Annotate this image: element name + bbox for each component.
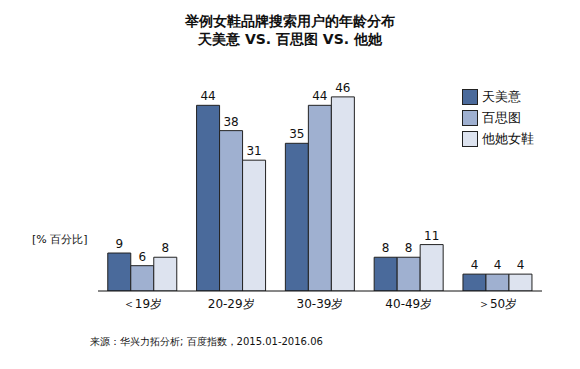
html-text:他她女鞋: 他她女鞋 xyxy=(482,130,534,146)
svg-text:38: 38 xyxy=(223,115,238,129)
html-text:[% 百分比]: [% 百分比] xyxy=(32,233,88,246)
svg-text:8: 8 xyxy=(161,241,169,255)
svg-text:44: 44 xyxy=(312,89,327,103)
svg-text:8: 8 xyxy=(382,241,390,255)
html-text:百思图: 百思图 xyxy=(482,109,521,125)
svg-text:6: 6 xyxy=(138,250,146,264)
html-text:来源：华兴力拓分析; 百度指数，2015.01-2016.0: 来源：华兴力拓分析; 百度指数，2015.01-2016.06 xyxy=(90,336,323,347)
svg-text:9: 9 xyxy=(115,237,123,251)
svg-text:4: 4 xyxy=(471,258,479,272)
svg-text:46: 46 xyxy=(335,81,350,95)
svg-text:4: 4 xyxy=(494,258,502,272)
svg-text:30-39岁: 30-39岁 xyxy=(297,297,344,311)
svg-text:8: 8 xyxy=(405,241,413,255)
html-text:天美意: 天美意 xyxy=(482,88,521,104)
svg-text:40-49岁: 40-49岁 xyxy=(385,297,432,311)
svg-text:11: 11 xyxy=(424,229,439,243)
svg-text:＞50岁: ＞50岁 xyxy=(478,297,517,311)
svg-text:4: 4 xyxy=(517,258,525,272)
svg-text:20-29岁: 20-29岁 xyxy=(208,297,255,311)
html-text:举例女鞋品牌搜索用户的年龄分布: 举例女鞋品牌搜索用户的年龄分布 xyxy=(185,13,395,29)
svg-text:44: 44 xyxy=(200,89,215,103)
svg-text:31: 31 xyxy=(246,144,261,158)
html-text:天美意 VS. 百思图 VS. 他她: 天美意 VS. 百思图 VS. 他她 xyxy=(198,31,382,47)
svg-text:＜19岁: ＜19岁 xyxy=(123,297,162,311)
svg-text:35: 35 xyxy=(289,127,304,141)
